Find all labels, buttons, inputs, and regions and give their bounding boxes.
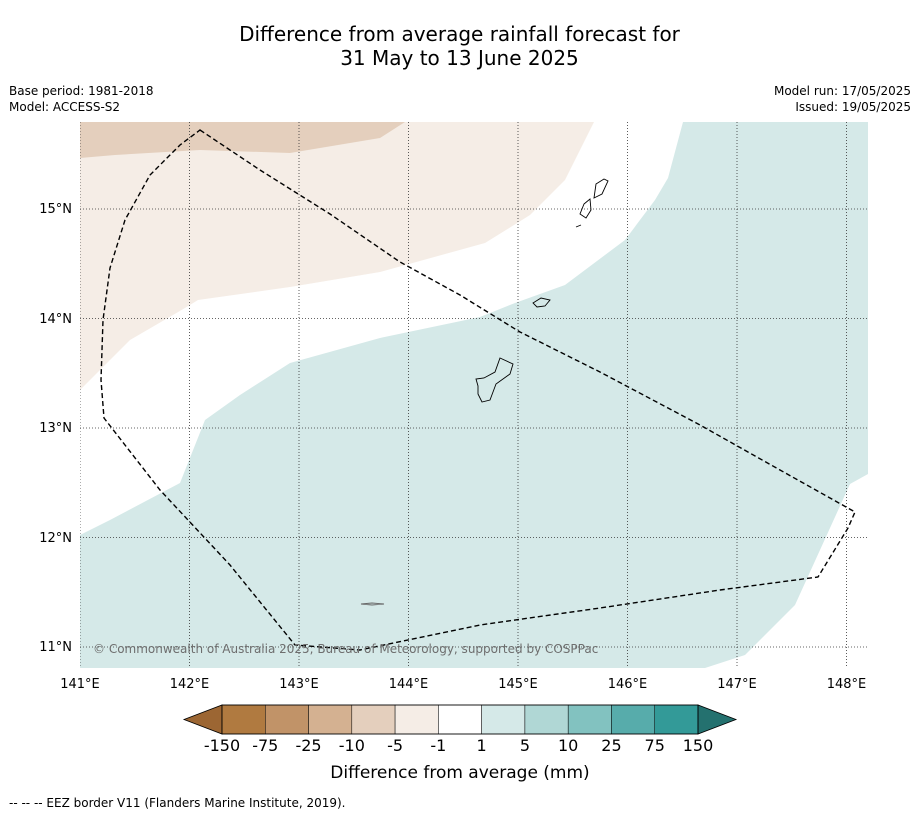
colorbar-arrow-low	[182, 704, 223, 735]
dry-region	[80, 122, 405, 158]
colorbar	[182, 704, 738, 735]
eez-border-line	[100, 129, 856, 651]
colorbar-outline	[221, 704, 699, 735]
lon-tick-147: 147°E	[717, 677, 757, 692]
colorbar-tick-label: 75	[645, 736, 665, 755]
lon-tick-labels: 141°E 142°E 143°E 144°E 145°E 146°E 147°…	[60, 677, 866, 692]
colorbar-tick-label: 150	[683, 736, 714, 755]
slight-dry-region	[80, 122, 594, 390]
meta-right: Model run: 17/05/2025 Issued: 19/05/2025	[774, 83, 911, 115]
saipan-island	[593, 178, 609, 199]
lat-tick-11: 11°N	[39, 640, 72, 655]
lon-tick-143: 143°E	[279, 677, 319, 692]
colorbar-segment	[221, 704, 266, 735]
lon-tick-142: 142°E	[170, 677, 210, 692]
lon-tick-144: 144°E	[389, 677, 429, 692]
issued-text: Issued: 19/05/2025	[795, 100, 911, 114]
tinian-island	[579, 198, 592, 219]
colorbar-tick-label: 25	[601, 736, 621, 755]
lon-tick-145: 145°E	[498, 677, 538, 692]
colorbar-tick-label: -25	[295, 736, 321, 755]
colorbar-segment	[394, 704, 439, 735]
model-text: Model: ACCESS-S2	[9, 100, 121, 114]
colorbar-tick-label: 1	[477, 736, 487, 755]
gridlines	[80, 122, 868, 668]
colorbar-tick-label: -10	[339, 736, 365, 755]
lon-tick-141: 141°E	[60, 677, 100, 692]
aguijan-island	[575, 224, 582, 228]
colorbar-tick-label: -5	[387, 736, 403, 755]
lat-tick-12: 12°N	[39, 531, 72, 546]
colorbar-tick-label: -1	[430, 736, 446, 755]
eez-border-footnote: -- -- -- EEZ border V11 (Flanders Marine…	[9, 796, 346, 810]
colorbar-tick-label: 10	[558, 736, 578, 755]
lat-tick-13: 13°N	[39, 421, 72, 436]
lat-tick-labels: 15°N 14°N 13°N 12°N 11°N	[39, 202, 72, 655]
colorbar-segment	[654, 704, 699, 735]
colorbar-title: Difference from average (mm)	[330, 763, 589, 783]
model-run-text: Model run: 17/05/2025	[773, 84, 911, 98]
colorbar-segment	[438, 704, 482, 735]
lon-tick-148: 148°E	[827, 677, 867, 692]
colorbar-tick-label: 5	[520, 736, 530, 755]
colorbar-tick-label: -150	[204, 736, 240, 755]
colorbar-tick-label: -75	[252, 736, 278, 755]
colorbar-segment	[524, 704, 569, 735]
lon-tick-146: 146°E	[608, 677, 648, 692]
colorbar-labels: -150 -75 -25 -10 -5 -1 1 5 10 25 75 150	[204, 736, 713, 755]
chart-title: Difference from average rainfall forecas…	[0, 22, 919, 70]
colorbar-segment	[265, 704, 309, 735]
guam-island	[475, 357, 514, 403]
rota-island	[532, 297, 551, 308]
colorbar-arrow-high	[697, 704, 738, 735]
colorbar-segment	[567, 704, 612, 735]
meta-left: Base period: 1981-2018 Model: ACCESS-S2	[9, 83, 154, 115]
base-period-text: Base period: 1981-2018	[9, 84, 154, 98]
colorbar-segment	[481, 704, 526, 735]
colorbar-segment	[351, 704, 396, 735]
lat-tick-15: 15°N	[39, 202, 72, 217]
colorbar-segment	[611, 704, 655, 735]
colorbar-segment	[308, 704, 353, 735]
reef-outline	[360, 602, 385, 606]
island-outlines	[360, 178, 609, 606]
title-line-1: Difference from average rainfall forecas…	[239, 22, 680, 46]
title-line-2: 31 May to 13 June 2025	[340, 46, 579, 70]
slight-wet-region	[80, 122, 868, 668]
copyright-text: © Commonwealth of Australia 2025, Bureau…	[93, 642, 598, 656]
lat-tick-14: 14°N	[39, 312, 72, 327]
